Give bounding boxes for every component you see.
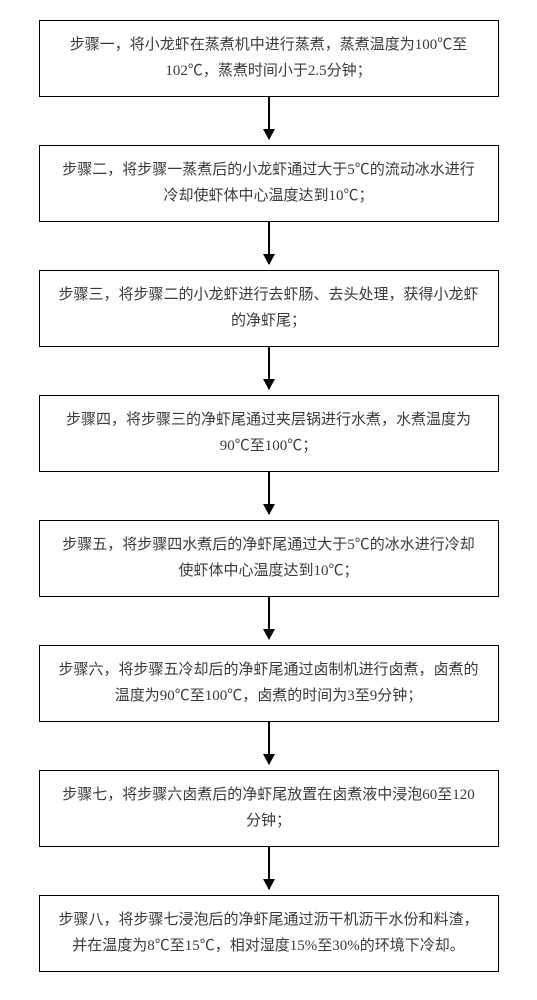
flow-step-2: 步骤二，将步骤一蒸煮后的小龙虾通过大于5℃的流动冰水进行冷却使虾体中心温度达到1… <box>39 145 499 222</box>
step-text: 步骤二，将步骤一蒸煮后的小龙虾通过大于5℃的流动冰水进行冷却使虾体中心温度达到1… <box>62 162 475 204</box>
arrow-2-3 <box>268 222 270 264</box>
arrow-1-2 <box>268 97 270 139</box>
flow-step-6: 步骤六，将步骤五冷却后的净虾尾通过卤制机进行卤煮，卤煮的温度为90℃至100℃，… <box>39 645 499 722</box>
flow-step-7: 步骤七，将步骤六卤煮后的净虾尾放置在卤煮液中浸泡60至120分钟； <box>39 770 499 847</box>
arrow-4-5 <box>268 472 270 514</box>
step-text: 步骤一，将小龙虾在蒸煮机中进行蒸煮，蒸煮温度为100℃至102℃，蒸煮时间小于2… <box>70 37 468 79</box>
arrow-7-8 <box>268 847 270 889</box>
arrow-5-6 <box>268 597 270 639</box>
flow-step-4: 步骤四，将步骤三的净虾尾通过夹层锅进行水煮，水煮温度为90℃至100℃； <box>39 395 499 472</box>
step-text: 步骤三，将步骤二的小龙虾进行去虾肠、去头处理，获得小龙虾的净虾尾； <box>58 287 478 329</box>
step-text: 步骤四，将步骤三的净虾尾通过夹层锅进行水煮，水煮温度为90℃至100℃； <box>66 412 471 454</box>
flow-step-5: 步骤五，将步骤四水煮后的净虾尾通过大于5℃的冰水进行冷却使虾体中心温度达到10℃… <box>39 520 499 597</box>
flow-step-3: 步骤三，将步骤二的小龙虾进行去虾肠、去头处理，获得小龙虾的净虾尾； <box>39 270 499 347</box>
step-text: 步骤五，将步骤四水煮后的净虾尾通过大于5℃的冰水进行冷却使虾体中心温度达到10℃… <box>62 537 475 579</box>
step-text: 步骤七，将步骤六卤煮后的净虾尾放置在卤煮液中浸泡60至120分钟； <box>62 787 475 829</box>
arrow-3-4 <box>268 347 270 389</box>
step-text: 步骤八，将步骤七浸泡后的净虾尾通过沥干机沥干水份和料渣，并在温度为8℃至15℃，… <box>58 912 478 954</box>
flow-step-1: 步骤一，将小龙虾在蒸煮机中进行蒸煮，蒸煮温度为100℃至102℃，蒸煮时间小于2… <box>39 20 499 97</box>
flow-step-8: 步骤八，将步骤七浸泡后的净虾尾通过沥干机沥干水份和料渣，并在温度为8℃至15℃，… <box>39 895 499 972</box>
arrow-6-7 <box>268 722 270 764</box>
step-text: 步骤六，将步骤五冷却后的净虾尾通过卤制机进行卤煮，卤煮的温度为90℃至100℃，… <box>58 662 478 704</box>
